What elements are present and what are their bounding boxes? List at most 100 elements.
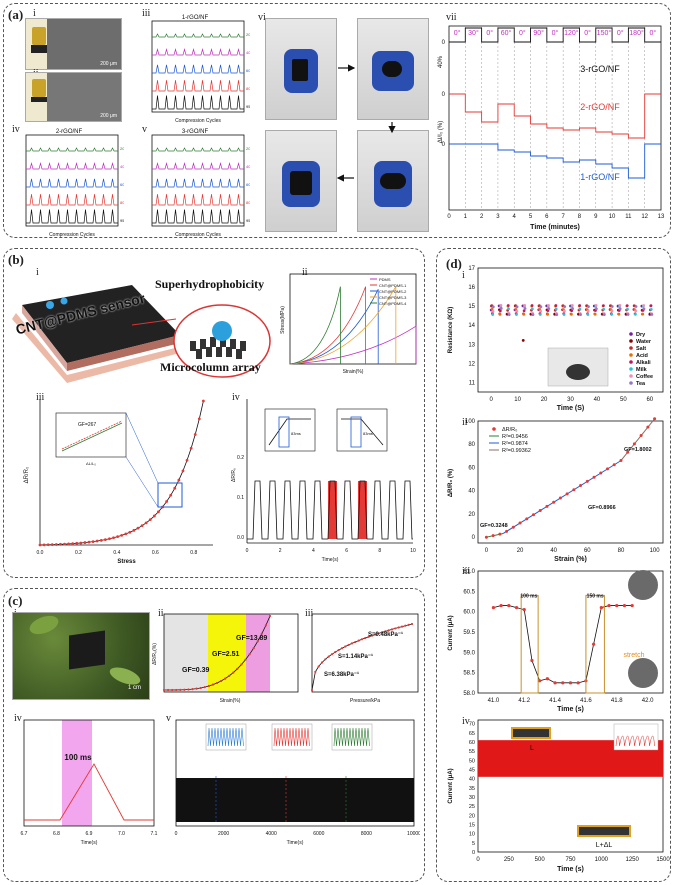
d-i-legend-label: Alkali (636, 360, 651, 366)
b-iii-point (116, 535, 120, 539)
c-iii-point (327, 655, 330, 658)
a-i-scale: 200 μm (100, 61, 117, 67)
b-iii-point (83, 541, 87, 544)
c-sub-iv: iv (14, 713, 22, 724)
d-i-point (523, 307, 527, 310)
d-i-point (571, 307, 574, 311)
b-iv-ms: 83ms (363, 431, 373, 436)
d-ii-chart: 0 20 40 60 80 100 0 20 40 60 80 100 Strain (%) ΔR/R₀ … (448, 417, 664, 563)
c-iii-s: S=1.14kPa⁻¹ (338, 653, 373, 660)
d-i-point (515, 313, 518, 316)
d-ii-gf: GF=0.3248 (480, 523, 508, 529)
d-i-point (594, 307, 598, 311)
d-i-point (650, 313, 654, 316)
b-iii-point (46, 543, 50, 547)
b-iv-inset-box (350, 416, 362, 448)
d-i-point (555, 313, 559, 317)
d-i-point (634, 312, 637, 316)
d-i-point (570, 304, 574, 307)
d-sub-ii: ii (462, 417, 468, 428)
d-ii-fit-3 (620, 418, 655, 461)
b-iii-ylabel: ΔR/R₀ (24, 466, 30, 483)
d-iii-point (499, 603, 503, 608)
c-ii-point (203, 686, 206, 689)
c-ii-point (187, 688, 190, 691)
d-iv-ytick: 65 (469, 731, 475, 737)
d-ii-point (565, 492, 569, 496)
d-iii-point (615, 603, 619, 608)
a-vii-xtick: 8 (578, 214, 582, 220)
cycle-legend-pct: 95% (246, 104, 250, 109)
c-ii-region-1 (164, 614, 208, 692)
panel-a (3, 3, 671, 238)
b-sub-ii: ii (302, 267, 308, 278)
cycle-legend-pct: 80% (246, 86, 250, 91)
cycle-xlabel: Compression Cycles (175, 232, 221, 238)
d-i-point (554, 304, 558, 307)
a-iv-chart: 2-rGO/NF 20% 40% 60% 80% 95% Compression Cycle… (25, 129, 124, 238)
c-ii-ylabel: ΔR/R₀(%) (152, 643, 158, 665)
d-i-point (578, 304, 582, 307)
panel-b-label: (b) (8, 252, 24, 267)
d-i-xtick: 60 (646, 397, 653, 403)
b-iii-point (201, 399, 205, 403)
c-iv-xtick: 7.1 (151, 831, 158, 837)
b-iii-point (189, 446, 193, 450)
d-iii-point (530, 658, 534, 663)
a-vii-zero: 0 (442, 40, 446, 46)
d-i-inset-drop (566, 364, 590, 380)
cycle-axes (151, 20, 245, 113)
d-ii-legend-label: R²=0.9874 (502, 441, 528, 447)
b-iii-point (54, 543, 58, 546)
b-ii-series-line (289, 285, 397, 365)
c-v-axes (175, 719, 415, 827)
d-iv-ytick: 40 (469, 777, 475, 783)
d-iv-inset-signal (615, 735, 655, 747)
d-i-point (539, 305, 543, 309)
c-iii-point (364, 636, 367, 640)
cycle-series-line (152, 95, 244, 110)
a-vii-zero: 0 (442, 92, 446, 98)
c-ii-point (244, 658, 247, 661)
d-ii-point (532, 513, 535, 517)
d-iii-chart: 58.0 58.5 59.0 59.5 60.0 60.5 61.0 41.0 41.2 41.4… (448, 569, 664, 713)
c-sub-ii: ii (158, 608, 164, 619)
d-iv-ytick: 70 (469, 722, 475, 728)
c-ii-point (195, 687, 198, 690)
c-iii-point (390, 628, 394, 631)
b-iv-inset-box (278, 416, 290, 448)
d-ii-xtick: 40 (550, 548, 557, 554)
c-ii-point (252, 646, 255, 650)
d-ii-ylabel: ΔR/R₀ (%) (448, 469, 454, 497)
d-ii-legend-label: R²=0.99362 (502, 448, 531, 454)
c-iii-point (374, 633, 377, 636)
b-iii-point (140, 524, 144, 528)
d-ii-xtick: 80 (618, 548, 625, 554)
c-v-xtick: 0 (175, 831, 178, 837)
d-iii-xtick: 41.4 (549, 698, 561, 704)
d-i-point (625, 304, 629, 308)
a-vii-xtick: 4 (513, 214, 517, 220)
a-ii-scale: 200 μm (100, 113, 117, 119)
d-i-point (499, 303, 503, 307)
c-ii-point (260, 632, 263, 635)
d-ii-ytick: 60 (468, 465, 475, 471)
d-iv-xtick: 1500 (656, 857, 670, 863)
c-iii-point (367, 635, 370, 638)
b-iii-inset (55, 412, 127, 458)
cycle-series-line (152, 162, 244, 170)
c-iii-point (320, 661, 324, 664)
c-iii-point (380, 631, 384, 634)
d-i-point (498, 312, 502, 316)
cycle-axes (151, 134, 245, 227)
d-ii-xtick: 0 (485, 548, 489, 554)
d-ii-point (518, 521, 522, 525)
b-iii-xtick: 0.2 (75, 550, 82, 556)
d-ii-point (572, 488, 576, 492)
d-ii-point (619, 459, 623, 463)
c-iii-point (400, 625, 404, 628)
c-iii-axes (311, 613, 419, 693)
a-vii-scale: 40% (438, 55, 444, 68)
b-iv-xlabel: Time(s) (322, 557, 339, 563)
d-iii-ytick: 61.0 (463, 569, 475, 575)
